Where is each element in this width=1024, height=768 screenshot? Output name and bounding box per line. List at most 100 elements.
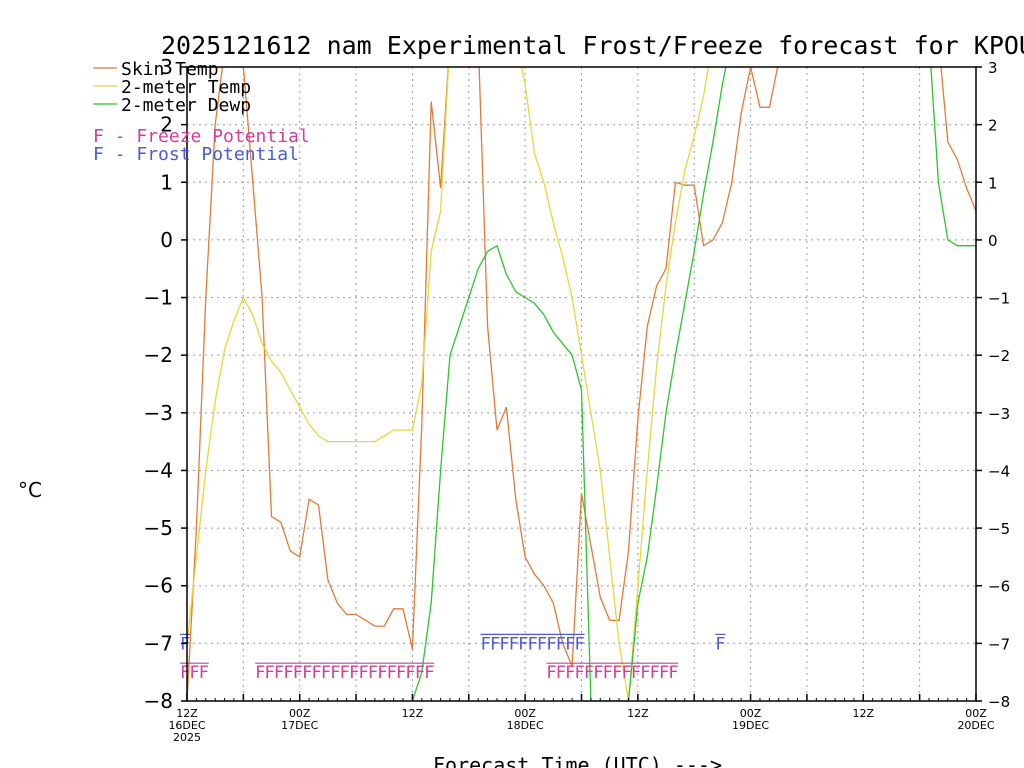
flag-freeze-potential: F bbox=[556, 663, 566, 683]
y-tick-label-right: 3 bbox=[988, 59, 998, 77]
x-tick-label: 19DEC bbox=[732, 719, 769, 732]
y-tick-label-right: −8 bbox=[988, 693, 1010, 711]
x-tick-label: 12Z bbox=[853, 707, 875, 720]
flag-freeze-potential: F bbox=[621, 663, 631, 683]
flag-freeze-potential: F bbox=[293, 663, 303, 683]
flag-freeze-potential: F bbox=[199, 663, 209, 683]
flag-frost-potential: F bbox=[180, 634, 190, 654]
flag-freeze-potential: F bbox=[565, 663, 575, 683]
flag-frost-potential: F bbox=[537, 634, 547, 654]
y-tick-label: 1 bbox=[160, 170, 173, 194]
legend-label-f-frost-potential: F - Frost Potential bbox=[93, 144, 299, 165]
x-tick-label: 00Z bbox=[965, 707, 987, 720]
legend-label-skin-temp: Skin Temp bbox=[121, 59, 219, 80]
flag-freeze-potential: F bbox=[584, 663, 594, 683]
y-tick-label: −6 bbox=[144, 574, 173, 598]
flag-frost-potential: F bbox=[556, 634, 566, 654]
plot-frame bbox=[186, 66, 977, 702]
flag-frost-potential: F bbox=[575, 634, 585, 654]
flag-freeze-potential: F bbox=[659, 663, 669, 683]
x-tick-label: 12Z bbox=[402, 707, 424, 720]
y-tick-label-right: 1 bbox=[988, 174, 998, 192]
flag-freeze-potential: F bbox=[631, 663, 641, 683]
y-tick-label: 3 bbox=[160, 55, 173, 79]
flag-freeze-potential: F bbox=[650, 663, 660, 683]
flag-freeze-potential: F bbox=[180, 663, 190, 683]
y-tick-label: −4 bbox=[144, 458, 173, 482]
flag-freeze-potential: F bbox=[377, 663, 387, 683]
flag-frost-potential: F bbox=[518, 634, 528, 654]
flag-freeze-potential: F bbox=[283, 663, 293, 683]
y-tick-label-right: −3 bbox=[988, 405, 1010, 423]
flag-freeze-potential: F bbox=[387, 663, 397, 683]
x-tick-label: 12Z bbox=[176, 707, 198, 720]
legend-label-2-meter-temp: 2-meter Temp bbox=[121, 77, 251, 98]
flag-freeze-potential: F bbox=[321, 663, 331, 683]
flag-frost-potential: F bbox=[509, 634, 519, 654]
flag-freeze-potential: F bbox=[546, 663, 556, 683]
flag-frost-potential: F bbox=[490, 634, 500, 654]
flag-freeze-potential: F bbox=[603, 663, 613, 683]
legend-label-2-meter-dewp: 2-meter Dewp bbox=[121, 95, 251, 116]
x-tick-label: 12Z bbox=[627, 707, 649, 720]
flag-frost-potential: F bbox=[546, 634, 556, 654]
y-tick-label: −2 bbox=[144, 343, 173, 367]
x-axis-label: Forecast Time (UTC) ---> bbox=[433, 753, 722, 768]
y-tick-label-right: −7 bbox=[988, 635, 1010, 653]
axes: 3 3 2 2 1 1 0 0 −1 −1 −2 −2 −3 −3 −4 −4 −5 −5 −6 −6 −7 −7 −8 −8… bbox=[144, 55, 1011, 744]
flag-freeze-potential: F bbox=[668, 663, 678, 683]
y-tick-label: −1 bbox=[144, 286, 173, 310]
flag-freeze-potential: F bbox=[368, 663, 378, 683]
series-2-meter-dewp bbox=[411, 67, 976, 701]
flag-freeze-potential: F bbox=[274, 663, 284, 683]
x-tick-label: 2025 bbox=[173, 731, 201, 744]
flag-frost-potential: F bbox=[499, 634, 509, 654]
flag-frost-potential: F bbox=[565, 634, 575, 654]
y-tick-label-right: −4 bbox=[988, 462, 1010, 480]
flag-freeze-potential: F bbox=[265, 663, 275, 683]
flag-freeze-potential: F bbox=[396, 663, 406, 683]
flag-frost-potential: F bbox=[715, 634, 725, 654]
y-tick-label-right: −6 bbox=[988, 578, 1010, 596]
flag-freeze-potential: F bbox=[405, 663, 415, 683]
flag-freeze-potential: F bbox=[312, 663, 322, 683]
x-tick-label: 17DEC bbox=[281, 719, 318, 732]
flag-freeze-potential: F bbox=[189, 663, 199, 683]
x-tick-label: 16DEC bbox=[168, 719, 205, 732]
legend-label-f-freeze-potential: F - Freeze Potential bbox=[93, 126, 310, 147]
y-tick-label-right: −1 bbox=[988, 290, 1010, 308]
potential-flags: F F F F F F F F F F F F FF F F F F F F F F F F F F F F F F F F F F F F F F F F… bbox=[180, 633, 726, 683]
flag-freeze-potential: F bbox=[330, 663, 340, 683]
flag-freeze-potential: F bbox=[612, 663, 622, 683]
flag-freeze-potential: F bbox=[575, 663, 585, 683]
chart-title: 2025121612 nam Experimental Frost/Freeze… bbox=[161, 31, 1024, 60]
flag-frost-potential: F bbox=[528, 634, 538, 654]
y-tick-label: −3 bbox=[144, 401, 173, 425]
y-tick-label-right: 2 bbox=[988, 117, 998, 135]
grid bbox=[187, 67, 976, 701]
flag-freeze-potential: F bbox=[424, 663, 434, 683]
y-tick-label: −5 bbox=[144, 516, 173, 540]
flag-freeze-potential: F bbox=[255, 663, 265, 683]
x-tick-label: 18DEC bbox=[507, 719, 544, 732]
y-axis-label: °C bbox=[18, 478, 42, 502]
y-tick-label-right: −5 bbox=[988, 520, 1010, 538]
series-2-meter-temp bbox=[187, 67, 976, 701]
flag-freeze-potential: F bbox=[349, 663, 359, 683]
y-tick-label: −7 bbox=[144, 631, 173, 655]
y-tick-label: −8 bbox=[144, 689, 173, 713]
flag-freeze-potential: F bbox=[302, 663, 312, 683]
flag-freeze-potential: F bbox=[593, 663, 603, 683]
x-tick-label: 00Z bbox=[740, 707, 762, 720]
flag-frost-potential: F bbox=[481, 634, 491, 654]
x-tick-label: 00Z bbox=[514, 707, 536, 720]
series-skin-temp bbox=[187, 67, 976, 701]
flag-freeze-potential: F bbox=[340, 663, 350, 683]
x-tick-label: 20DEC bbox=[957, 719, 994, 732]
x-tick-label: 00Z bbox=[289, 707, 311, 720]
y-tick-label: 2 bbox=[160, 113, 173, 137]
flag-freeze-potential: F bbox=[415, 663, 425, 683]
flag-freeze-potential: F bbox=[358, 663, 368, 683]
